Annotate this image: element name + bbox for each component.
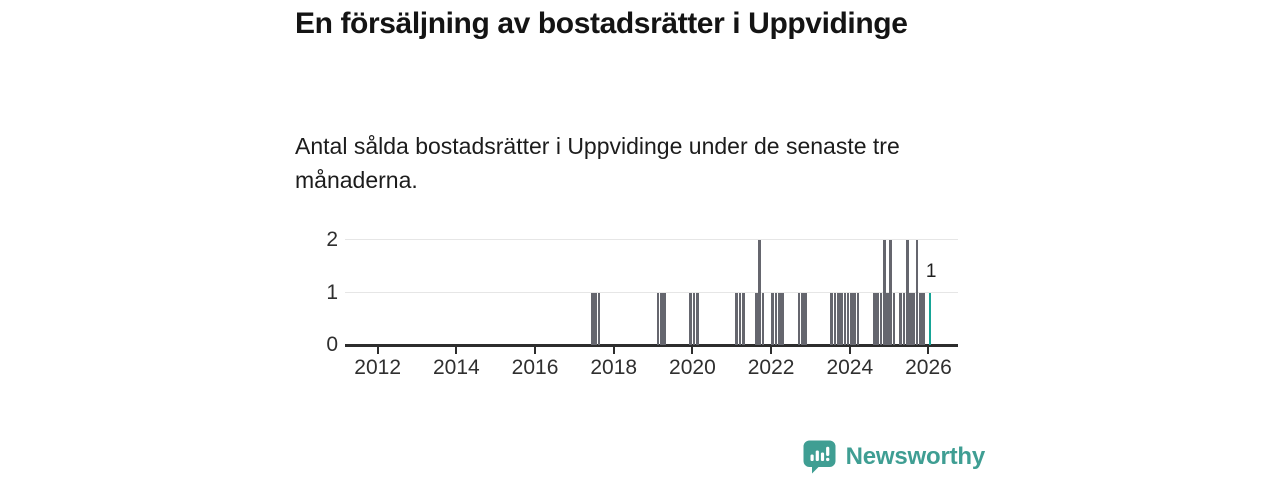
bar-chart: 0 1 2 1 2012 2014 2016 2018 2020 2022 2024 2026 xyxy=(300,228,980,389)
bar xyxy=(659,292,663,345)
bar xyxy=(738,292,742,345)
y-tick-label: 1 xyxy=(326,280,338,304)
x-tick xyxy=(691,347,694,354)
bar xyxy=(836,292,840,345)
bar xyxy=(850,292,853,345)
x-tick-label: 2016 xyxy=(511,356,559,379)
bar xyxy=(761,292,765,345)
brand-name: Newsworthy xyxy=(845,442,986,470)
bar xyxy=(876,292,879,345)
bar-highlight xyxy=(928,292,932,345)
y-tick-label: 0 xyxy=(326,333,338,356)
x-tick-label: 2024 xyxy=(826,356,874,379)
x-axis-line xyxy=(345,344,958,347)
x-tick xyxy=(848,347,851,354)
bar xyxy=(741,292,745,345)
bar xyxy=(853,292,857,345)
x-tick xyxy=(534,347,537,354)
bar xyxy=(758,240,761,345)
x-tick xyxy=(376,347,379,354)
x-tick-label: 2012 xyxy=(354,356,402,379)
bar xyxy=(899,292,902,345)
bar xyxy=(879,292,883,345)
bar xyxy=(692,292,696,345)
bar xyxy=(777,292,781,345)
bar xyxy=(689,292,693,345)
bar xyxy=(882,240,886,345)
bar xyxy=(909,292,912,345)
bar xyxy=(804,292,807,345)
bar xyxy=(663,292,666,345)
bar xyxy=(889,240,893,345)
bar xyxy=(886,292,889,345)
x-tick xyxy=(455,347,458,354)
gridline-y-1 xyxy=(345,291,958,293)
x-tick-label: 2018 xyxy=(590,356,638,379)
y-tick-label: 2 xyxy=(326,228,338,251)
bar xyxy=(902,292,906,345)
bar xyxy=(840,292,843,345)
bar xyxy=(771,292,775,345)
chart-plot-area xyxy=(345,229,958,347)
page-title: En försäljning av bostadsrätter i Uppvid… xyxy=(295,7,908,40)
bar xyxy=(922,292,925,345)
newsworthy-logo-icon xyxy=(801,438,838,475)
bar xyxy=(830,292,834,345)
bar xyxy=(774,292,778,345)
last-value-label: 1 xyxy=(925,260,937,282)
gridline-y-2 xyxy=(345,239,958,240)
bar xyxy=(915,240,919,345)
bar xyxy=(800,292,804,345)
x-tick-label: 2026 xyxy=(905,356,952,379)
x-tick xyxy=(927,347,930,354)
x-tick xyxy=(612,347,615,354)
bar xyxy=(591,292,594,345)
bar xyxy=(892,292,896,345)
bar xyxy=(594,292,598,345)
bar xyxy=(833,292,837,345)
bar xyxy=(755,292,758,345)
x-tick-label: 2020 xyxy=(669,356,716,379)
bar xyxy=(735,292,739,345)
bar xyxy=(873,292,876,345)
bar xyxy=(781,292,784,345)
bar xyxy=(846,292,850,345)
bar xyxy=(797,292,801,345)
bar xyxy=(918,292,922,345)
bar xyxy=(597,292,601,345)
bar xyxy=(843,292,847,345)
page-subtitle: Antal sålda bostadsrätter i Uppvidinge u… xyxy=(295,133,900,193)
bar xyxy=(695,292,699,345)
bar xyxy=(856,292,860,345)
bar xyxy=(912,292,916,345)
bar xyxy=(656,292,660,345)
x-tick xyxy=(770,347,773,354)
x-tick-label: 2014 xyxy=(432,356,480,379)
x-tick-label: 2022 xyxy=(747,356,795,379)
bar xyxy=(905,240,909,345)
brand-footer: Newsworthy xyxy=(801,438,985,475)
